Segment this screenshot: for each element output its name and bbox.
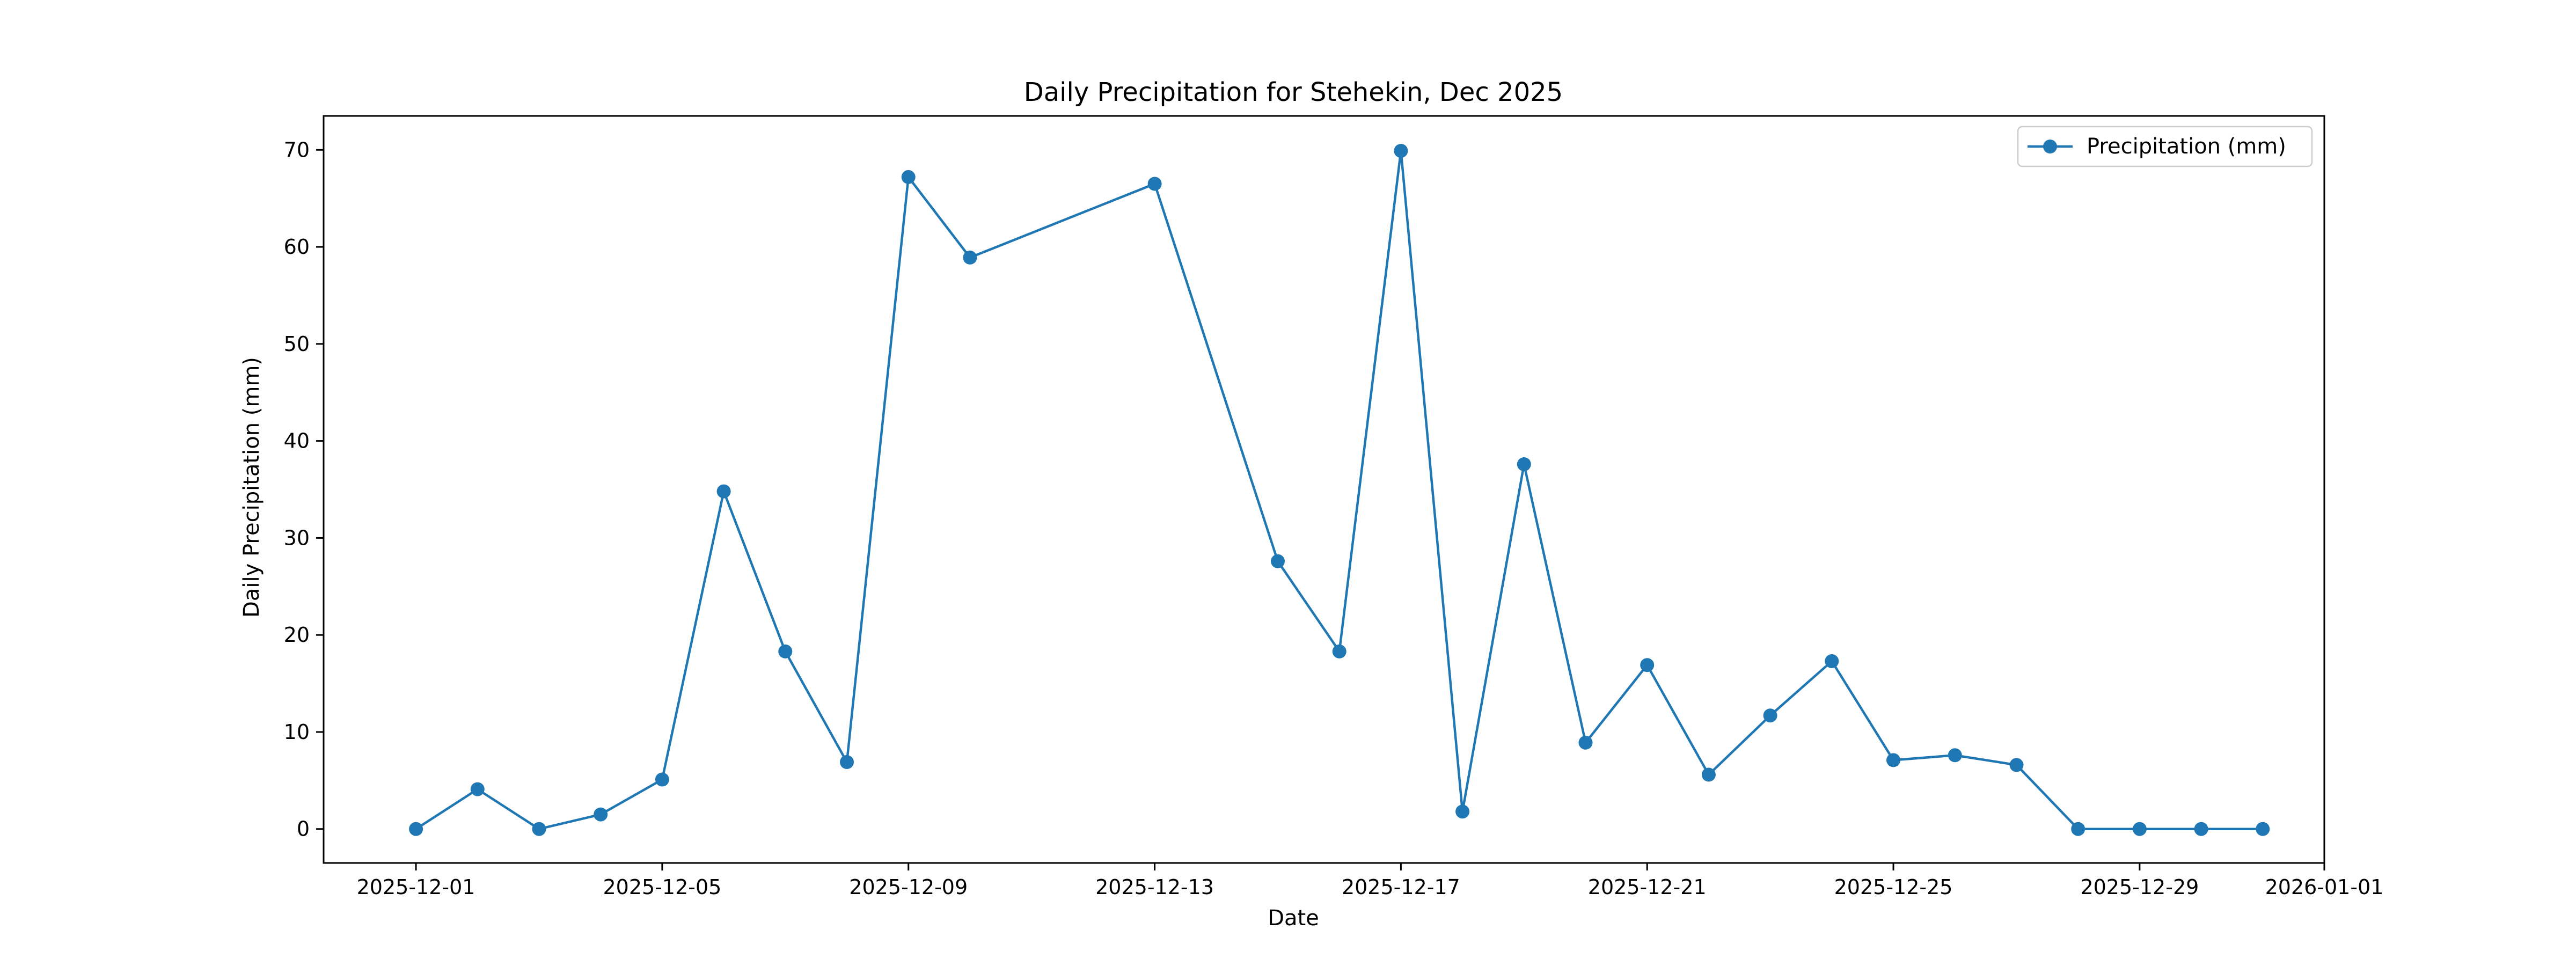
data-point [1517,457,1531,471]
data-point [1825,654,1839,668]
data-point [1147,177,1162,191]
series-line [415,149,2263,830]
y-tick-label: 70 [284,138,310,162]
data-point [532,822,546,836]
x-tick-label: 2025-12-13 [1095,875,1214,899]
data-point [1701,767,1716,782]
data-point [716,484,731,499]
data-point [2256,822,2270,836]
data-point [1332,644,1346,658]
data-point [1271,554,1285,568]
x-tick-label: 2025-12-01 [357,875,475,899]
axes-frame [323,115,2325,864]
legend-label: Precipitation (mm) [2087,134,2286,159]
chart-title: Daily Precipitation for Stehekin, Dec 20… [1024,77,1563,107]
data-point [594,807,608,822]
data-point [409,822,423,836]
data-point [778,644,793,658]
x-tick-label: 2026-01-01 [2265,875,2384,899]
y-tick-label: 20 [284,623,310,647]
legend-marker [2043,140,2057,153]
y-tick-label: 40 [284,429,310,453]
x-tick-label: 2025-12-17 [1342,875,1460,899]
data-point [470,782,485,796]
x-tick-label: 2025-12-25 [1834,875,1953,899]
y-tick-label: 30 [284,526,310,550]
data-point [2132,822,2147,836]
data-point [1886,753,1900,767]
y-tick-label: 60 [284,235,310,259]
data-point [1948,748,1962,763]
data-point [1578,735,1593,750]
data-point [840,755,854,769]
y-tick-label: 10 [284,720,310,744]
data-point [2194,822,2208,836]
x-tick-label: 2025-12-29 [2080,875,2199,899]
data-point [1394,144,1408,158]
x-axis-label: Date [1268,906,1319,931]
data-point [2071,822,2085,836]
data-point [1763,708,1777,723]
plot-area: 0 10 20 30 40 50 60 70 2025-12-01 2025-12-05 2025-… [284,115,2384,899]
y-axis-label: Daily Precipitation (mm) [239,357,264,618]
x-tick-label: 2025-12-09 [849,875,968,899]
legend-box [2017,126,2313,167]
data-point [2009,758,2024,772]
y-tick-label: 50 [284,332,310,356]
data-point [963,250,977,265]
data-point [655,772,669,787]
x-tick-label: 2025-12-21 [1588,875,1707,899]
data-point [901,170,916,184]
data-point [1455,804,1470,819]
x-tick-label: 2025-12-05 [603,875,721,899]
y-tick-label: 0 [297,817,310,841]
data-point [1640,658,1655,672]
